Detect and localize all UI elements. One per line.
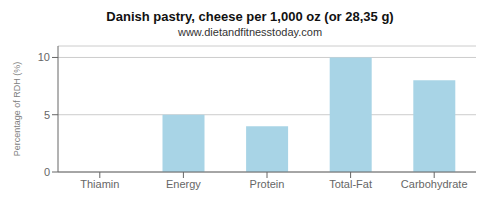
svg-text:Total-Fat: Total-Fat — [329, 178, 372, 190]
svg-text:Percentage of RDH (%): Percentage of RDH (%) — [12, 62, 22, 157]
svg-text:0: 0 — [44, 166, 50, 178]
html-text:Danish pastry, cheese per 1,00: Danish pastry, cheese per 1,000 oz (or 2… — [106, 9, 394, 24]
svg-text:Carbohydrate: Carbohydrate — [401, 178, 468, 190]
svg-text:Thiamin: Thiamin — [80, 178, 119, 190]
svg-text:Protein: Protein — [250, 178, 285, 190]
html-text:www.dietandfitnesstoday.com: www.dietandfitnesstoday.com — [178, 26, 322, 38]
svg-text:Energy: Energy — [166, 178, 201, 190]
svg-text:10: 10 — [38, 51, 50, 63]
svg-text:5: 5 — [44, 109, 50, 121]
